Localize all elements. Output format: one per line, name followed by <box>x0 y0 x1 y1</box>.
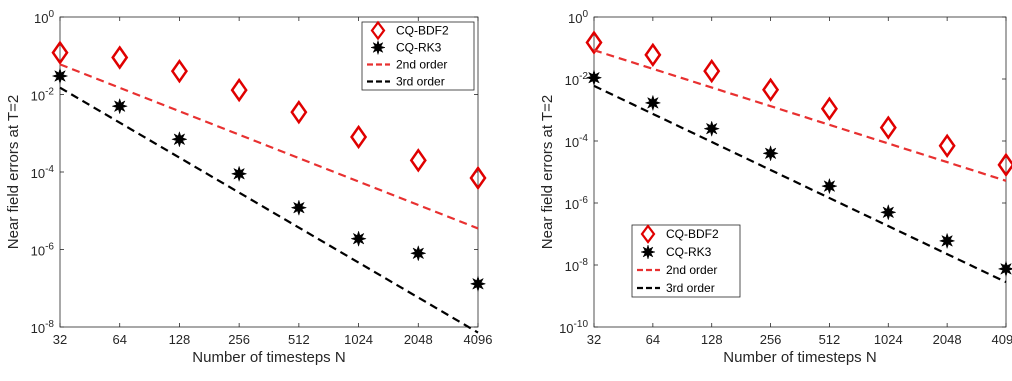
data-point-cq-bdf2 <box>997 152 1012 178</box>
data-point-cq-rk3 <box>879 203 897 221</box>
data-point-cq-bdf2 <box>111 45 129 70</box>
legend-marker-cq-bdf2 <box>640 224 656 244</box>
data-point-cq-bdf2 <box>230 77 248 103</box>
y-tick-label: 100 <box>568 9 588 26</box>
legend-label: CQ-BDF2 <box>666 227 719 241</box>
data-point-cq-rk3 <box>821 177 838 195</box>
data-point-cq-bdf2 <box>762 77 780 102</box>
data-point-cq-rk3 <box>585 69 603 87</box>
x-tick-label: 4096 <box>464 332 493 347</box>
y-axis-label: Near field errors at T=2 <box>5 95 22 249</box>
left-plot: 32 64 128 256 512 1024 2048 4096 10-8 10-6 10-4 10-… <box>5 9 492 366</box>
y-axis-label: Near field errors at T=2 <box>539 95 556 249</box>
y-tick-label: 10-10 <box>559 319 588 336</box>
data-point-cq-rk3 <box>938 232 956 250</box>
data-point-cq-bdf2 <box>644 42 662 68</box>
right-plot: 32 64 128 256 512 1024 2048 4096 10-10 10-8 10-6 10… <box>539 9 1012 366</box>
data-point-cq-bdf2 <box>469 165 487 191</box>
x-tick-label: 1024 <box>344 332 373 347</box>
y-tick-label: 10-6 <box>31 242 55 259</box>
y-tick-label: 10-4 <box>31 164 55 181</box>
data-point-cq-rk3 <box>350 230 367 248</box>
x-tick-label: 2048 <box>933 332 962 347</box>
data-point-cq-bdf2 <box>170 58 188 84</box>
data-point-cq-bdf2 <box>938 133 956 158</box>
x-tick-label: 128 <box>169 332 191 347</box>
data-point-cq-bdf2 <box>290 99 308 125</box>
legend-label: 2nd order <box>396 58 447 72</box>
legend-label: CQ-RK3 <box>396 41 442 55</box>
legend <box>631 224 741 298</box>
y-tick-label: 100 <box>34 9 54 26</box>
x-tick-label: 2048 <box>404 332 433 347</box>
data-point-cq-bdf2 <box>409 148 427 173</box>
legend-label: 2nd order <box>666 263 717 277</box>
x-tick-label: 64 <box>112 332 126 347</box>
x-tick-label: 1024 <box>874 332 903 347</box>
legend-marker-cq-bdf2 <box>370 20 386 41</box>
reference-line-2nd-order <box>593 49 1007 182</box>
data-point-cq-rk3 <box>230 165 248 183</box>
x-tick-label: 32 <box>587 332 601 347</box>
x-tick-label: 32 <box>53 332 67 347</box>
data-point-cq-bdf2 <box>703 58 721 84</box>
x-tick-label: 256 <box>228 332 250 347</box>
reference-line-3rd-order <box>593 84 1007 284</box>
reference-line-2nd-order <box>59 63 479 230</box>
data-point-cq-bdf2 <box>820 96 838 121</box>
data-point-cq-bdf2 <box>350 124 368 150</box>
x-tick-label: 4096 <box>992 332 1012 347</box>
y-tick-label: 10-2 <box>31 87 55 104</box>
y-tick-label: 10-8 <box>31 319 55 336</box>
x-tick-label: 128 <box>701 332 723 347</box>
x-tick-label: 64 <box>646 332 660 347</box>
legend-marker-cq-rk3 <box>640 244 656 260</box>
x-axis-label: Number of timesteps N <box>723 349 876 366</box>
data-point-cq-bdf2 <box>879 115 897 140</box>
legend-label: CQ-BDF2 <box>396 24 449 38</box>
data-point-cq-rk3 <box>51 67 69 85</box>
data-point-cq-rk3 <box>469 275 487 293</box>
y-tick-label: 10-2 <box>565 71 589 88</box>
data-point-cq-rk3 <box>111 97 129 115</box>
legend-label: CQ-RK3 <box>666 245 712 259</box>
data-point-cq-rk3 <box>703 120 721 138</box>
x-tick-label: 512 <box>288 332 310 347</box>
x-tick-label: 512 <box>819 332 841 347</box>
legend-label: 3rd order <box>666 281 715 295</box>
data-point-cq-rk3 <box>409 244 427 262</box>
legend-label: 3rd order <box>396 75 445 89</box>
data-point-cq-bdf2 <box>585 30 603 55</box>
data-point-cq-rk3 <box>171 130 188 148</box>
x-tick-label: 256 <box>760 332 782 347</box>
data-point-cq-bdf2 <box>51 40 69 65</box>
y-tick-label: 10-8 <box>565 257 589 274</box>
data-point-cq-rk3 <box>644 94 662 112</box>
y-tick-label: 10-4 <box>565 133 589 150</box>
y-tick-label: 10-6 <box>565 195 589 212</box>
data-point-cq-rk3 <box>762 144 779 162</box>
x-axis-label: Number of timesteps N <box>192 349 345 366</box>
data-point-cq-rk3 <box>997 260 1012 278</box>
legend-marker-cq-rk3 <box>370 39 386 56</box>
reference-line-3rd-order <box>59 86 479 334</box>
data-point-cq-rk3 <box>290 199 308 217</box>
